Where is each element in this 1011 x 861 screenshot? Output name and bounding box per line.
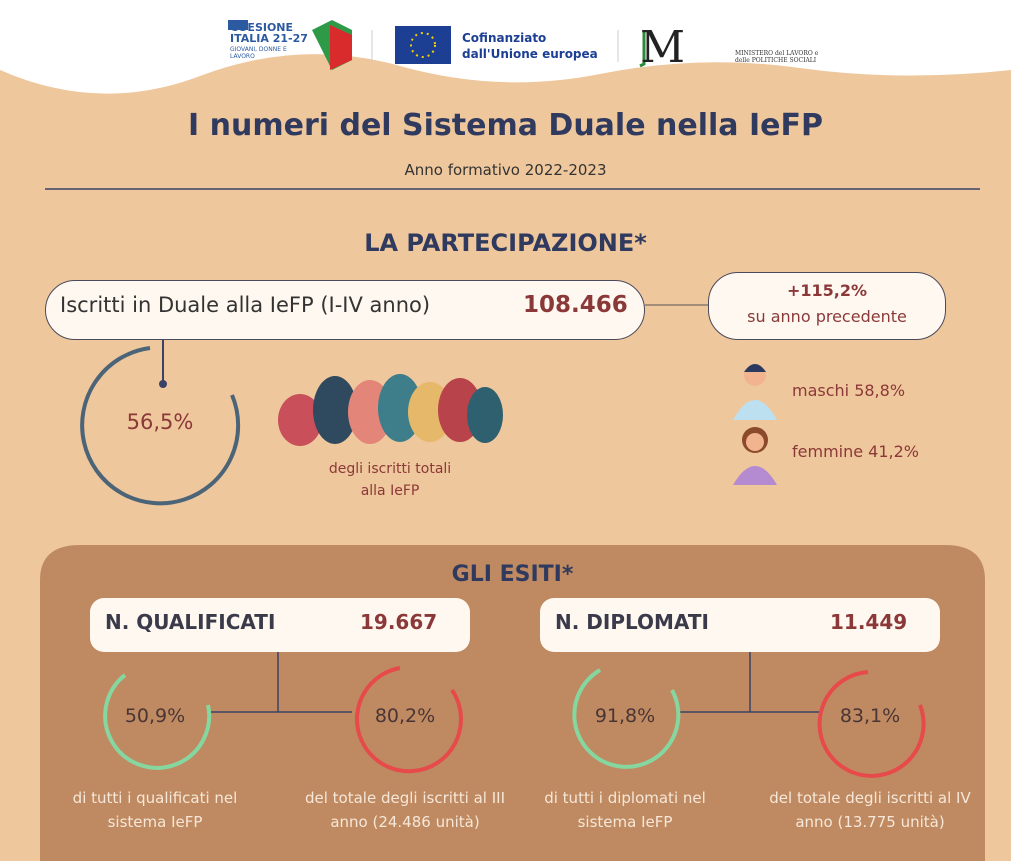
change-value: +115,2% [708, 281, 946, 300]
logo-letter: M [640, 22, 685, 73]
share-value: 56,5% [100, 410, 220, 434]
logo-coesione-sub: GIOVANI, DONNE E LAVORO [230, 46, 290, 60]
subtitle: Anno formativo 2022-2023 [0, 161, 1011, 179]
infographic: COESIONE ITALIA 21-27 GIOVANI, DONNE E L… [0, 0, 1011, 861]
stat-value: 50,9% [95, 705, 215, 727]
iscritti-value: 108.466 [523, 292, 628, 318]
stat-label: di tutti i qualificati nel sistema IeFP [45, 786, 265, 834]
stat-value: 91,8% [565, 705, 685, 727]
logo-eu: Cofinanziato dall'Unione europea [462, 30, 602, 62]
stat-value: 83,1% [810, 705, 930, 727]
change-label: su anno precedente [708, 307, 946, 326]
stat-label: del totale degli iscritti al IV anno (13… [760, 786, 980, 834]
stat-value: 80,2% [345, 705, 465, 727]
section-heading: GLI ESITI* [40, 562, 985, 587]
stat-label: di tutti i diplomati nel sistema IeFP [515, 786, 735, 834]
logo-coesione: COESIONE ITALIA 21-27 [230, 22, 310, 44]
logo-ministry: MINISTERO del LAVORO e delle POLITICHE S… [735, 50, 825, 64]
femmine: femmine 41,2% [792, 442, 919, 461]
group-value: 11.449 [830, 610, 907, 634]
share-label: degli iscritti totali alla IeFP [320, 458, 460, 502]
section-heading: LA PARTECIPAZIONE* [0, 229, 1011, 257]
iscritti-label: Iscritti in Duale alla IeFP (I-IV anno) [60, 293, 430, 317]
group-value: 19.667 [360, 610, 437, 634]
group-label: N. DIPLOMATI [555, 610, 709, 634]
maschi: maschi 58,8% [792, 381, 905, 400]
stat-label: del totale degli iscritti al III anno (2… [295, 786, 515, 834]
group-label: N. QUALIFICATI [105, 610, 275, 634]
title: I numeri del Sistema Duale nella IeFP [0, 108, 1011, 143]
